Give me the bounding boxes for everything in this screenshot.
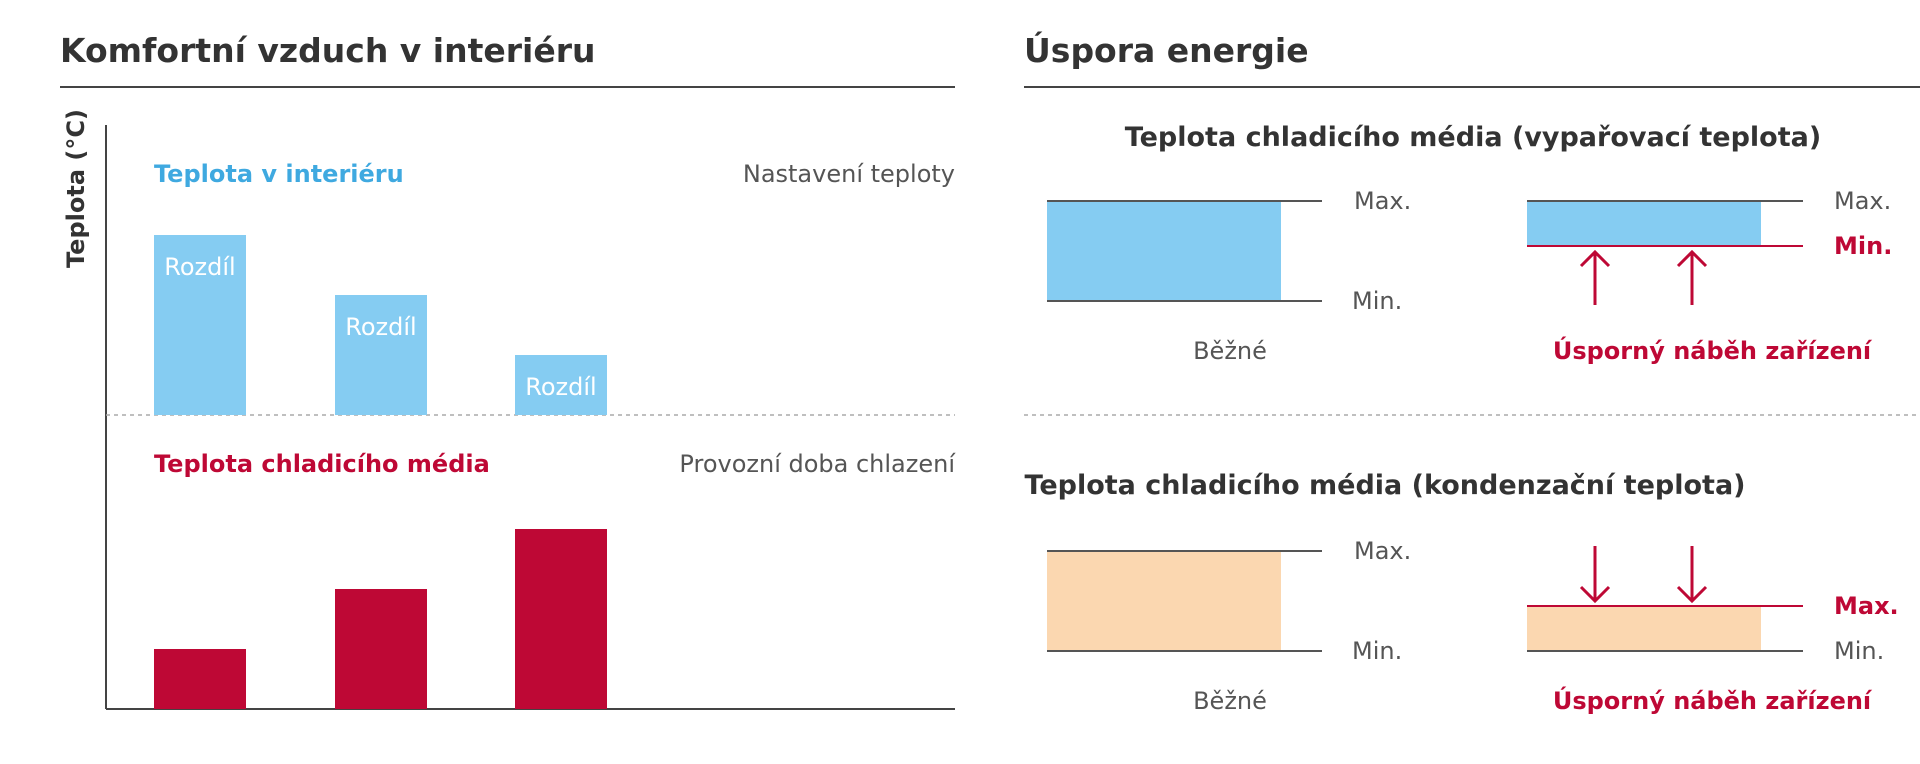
evaporation-saving-range <box>1527 201 1761 246</box>
evaporation-title: Teplota chladicího média (vypařovací tep… <box>1125 122 1821 153</box>
condensation-saving-caption: Úsporný náběh zařízení <box>1553 685 1873 715</box>
evaporation-normal-range <box>1047 201 1281 301</box>
refrigerant-bar-2 <box>335 589 427 709</box>
indoor-bar-label-2: Rozdíl <box>345 313 416 341</box>
refrigerant-temperature-label: Teplota chladicího média <box>154 450 490 478</box>
refrigerant-bar-1 <box>154 649 246 709</box>
refrigerant-bars-group <box>154 529 607 709</box>
setting-temperature-label: Nastavení teploty <box>743 160 955 188</box>
condensation-title: Teplota chladicího média (kondenzační te… <box>1025 470 1746 501</box>
y-axis-label: Teplota (°C) <box>62 109 90 268</box>
up-arrow-icon <box>1676 249 1708 305</box>
right-heading: Úspora energie <box>1024 30 1309 70</box>
up-arrow-icon <box>1579 249 1611 305</box>
refrigerant-bar-3 <box>515 529 607 709</box>
indoor-bar-2 <box>335 295 427 415</box>
indoor-temperature-label: Teplota v interiéru <box>154 160 404 188</box>
condensation-saving-min-label: Min. <box>1834 637 1884 665</box>
operation-time-label: Provozní doba chlazení <box>679 450 956 478</box>
condensation-saving-max-label: Max. <box>1834 592 1899 620</box>
condensation-normal-range <box>1047 551 1281 651</box>
indoor-bars-group: Rozdíl Rozdíl Rozdíl <box>154 235 607 415</box>
indoor-bar-1 <box>154 235 246 415</box>
condensation-normal-caption: Běžné <box>1193 687 1267 715</box>
down-arrow-icon <box>1579 546 1611 604</box>
indoor-bar-3 <box>515 355 607 415</box>
evaporation-saving-max-label: Max. <box>1834 187 1891 215</box>
down-arrow-icon <box>1676 546 1708 604</box>
evaporation-saving-caption: Úsporný náběh zařízení <box>1553 335 1873 365</box>
condensation-saving-range <box>1527 606 1761 651</box>
indoor-bar-label-1: Rozdíl <box>164 253 235 281</box>
evaporation-normal-max-label: Max. <box>1354 187 1411 215</box>
evaporation-normal-caption: Běžné <box>1193 337 1267 365</box>
indoor-bar-label-3: Rozdíl <box>525 373 596 401</box>
condensation-normal-min-label: Min. <box>1352 637 1402 665</box>
evaporation-saving-min-label: Min. <box>1834 232 1892 260</box>
evaporation-normal-min-label: Min. <box>1352 287 1402 315</box>
condensation-normal-max-label: Max. <box>1354 537 1411 565</box>
left-heading: Komfortní vzduch v interiéru <box>60 31 596 70</box>
